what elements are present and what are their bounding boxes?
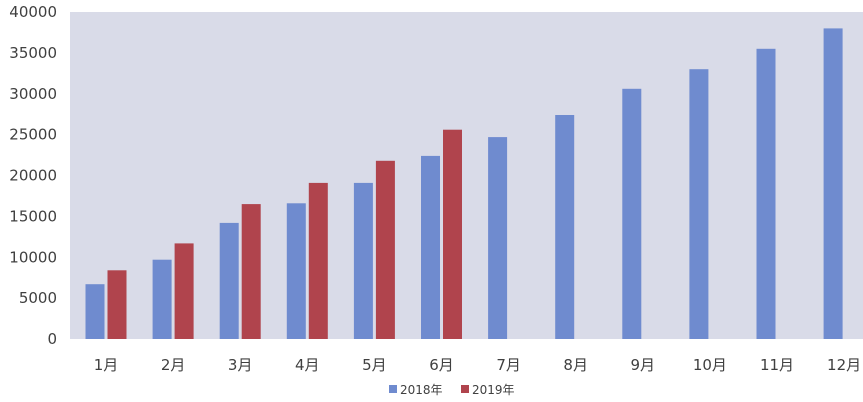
- legend-swatch: [389, 385, 397, 393]
- plot-area: [70, 12, 863, 339]
- x-tick-label: 6月: [429, 356, 454, 374]
- bar-series2-5: [375, 160, 395, 339]
- bar-series2-6: [443, 129, 462, 339]
- x-tick-label: 12月: [827, 356, 861, 374]
- bar-series1-10: [689, 69, 709, 339]
- x-tick-label: 10月: [693, 356, 727, 374]
- y-tick-label: 0: [47, 330, 57, 348]
- x-tick-label: 1月: [94, 356, 119, 374]
- y-tick-label: 10000: [9, 248, 57, 266]
- bar-series2-4: [308, 182, 328, 339]
- legend-swatch: [461, 385, 469, 393]
- y-tick-label: 25000: [9, 126, 57, 144]
- x-axis-ticks: 1月 2月 3月 4月 5月 6月 7月 8月 9月 10月 11月 12月: [94, 356, 861, 374]
- y-tick-label: 30000: [9, 85, 57, 103]
- legend: 2018年 2019年: [389, 383, 515, 397]
- bar-series1-6: [421, 155, 440, 339]
- x-tick-label: 7月: [496, 356, 521, 374]
- bar-series1-3: [219, 222, 239, 339]
- x-tick-label: 3月: [228, 356, 253, 374]
- y-tick-label: 20000: [9, 167, 57, 185]
- bar-series1-1: [85, 284, 105, 339]
- y-tick-label: 15000: [9, 207, 57, 225]
- legend-label: 2018年: [400, 383, 443, 397]
- bars-group: [85, 28, 843, 340]
- y-axis-ticks: 0 5000 10000 15000 20000 25000 30000 35000 40000: [9, 3, 57, 348]
- bar-series1-7: [488, 137, 508, 339]
- y-tick-label: 40000: [9, 3, 57, 21]
- x-tick-label: 4月: [295, 356, 320, 374]
- y-tick-label: 35000: [9, 44, 57, 62]
- bar-series1-4: [286, 203, 306, 339]
- x-tick-label: 11月: [760, 356, 794, 374]
- y-tick-label: 5000: [19, 289, 57, 307]
- bar-series1-2: [152, 259, 172, 339]
- x-tick-label: 5月: [362, 356, 387, 374]
- bar-series1-8: [555, 115, 575, 339]
- bar-series1-5: [353, 182, 373, 339]
- bar-series2-1: [107, 270, 127, 339]
- bar-series1-12: [823, 28, 843, 340]
- x-tick-label: 8月: [563, 356, 588, 374]
- legend-label: 2019年: [472, 383, 515, 397]
- bar-series1-9: [622, 88, 642, 339]
- x-tick-label: 2月: [161, 356, 186, 374]
- x-tick-label: 9月: [631, 356, 656, 374]
- bar-series2-2: [174, 243, 194, 339]
- bar-series1-11: [756, 48, 776, 340]
- bar-series2-3: [241, 204, 261, 339]
